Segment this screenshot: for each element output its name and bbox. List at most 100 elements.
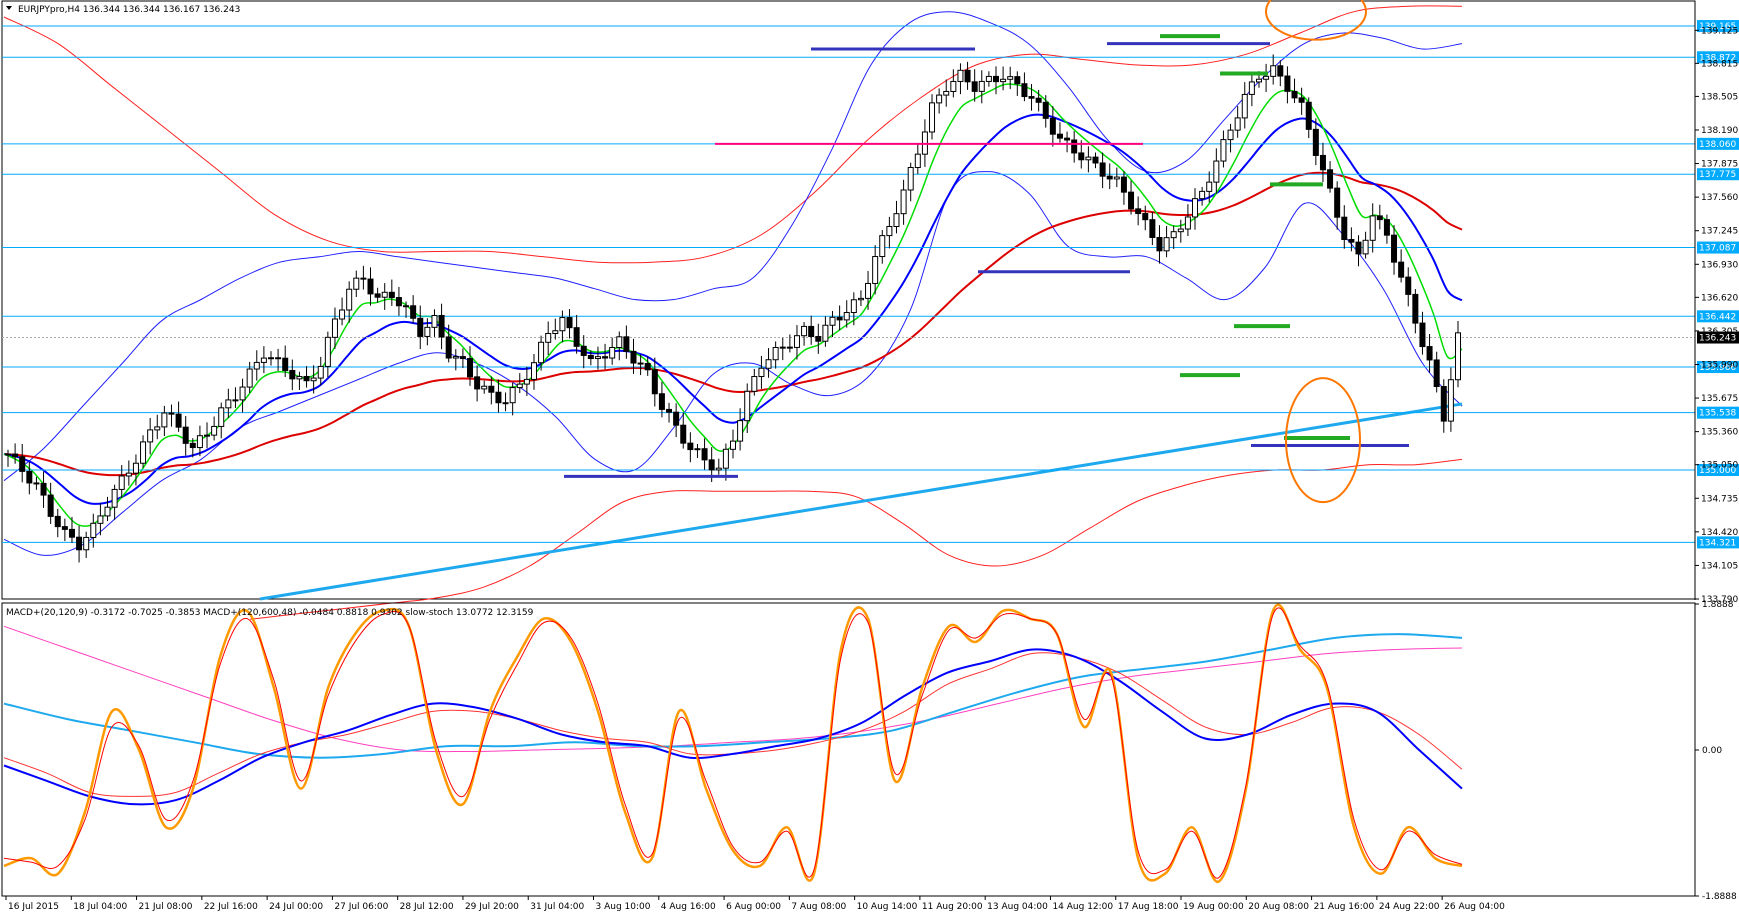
bull-candle xyxy=(516,383,523,389)
bull-candle xyxy=(744,390,751,422)
bear-candle xyxy=(1014,76,1021,85)
bear-candle xyxy=(1106,175,1113,180)
bull-candle xyxy=(346,288,353,311)
bull-candle xyxy=(751,376,758,392)
bull-candle xyxy=(431,314,438,328)
bear-candle xyxy=(374,293,381,298)
bull-candle xyxy=(1184,216,1191,230)
bull-candle xyxy=(886,225,893,237)
bull-candle xyxy=(104,506,111,517)
price-tick-label: 138.505 xyxy=(1701,92,1738,102)
bull-candle xyxy=(1170,231,1177,239)
price-tick-label: 137.560 xyxy=(1701,193,1738,203)
bull-candle xyxy=(125,472,132,477)
bull-candle xyxy=(1263,75,1270,80)
bull-candle xyxy=(154,426,161,431)
price-tick-label: 137.875 xyxy=(1701,160,1738,170)
bull-candle xyxy=(1369,215,1376,241)
macd-signal-line xyxy=(3,652,1463,797)
bear-candle xyxy=(1284,75,1291,92)
bear-candle xyxy=(282,357,289,371)
bollinger-lower-line xyxy=(3,171,1463,556)
bear-candle xyxy=(189,442,196,449)
bear-candle xyxy=(40,482,47,496)
bear-candle xyxy=(1135,208,1142,215)
drawings xyxy=(564,0,1409,504)
bear-candle xyxy=(630,350,637,364)
bear-candle xyxy=(467,358,474,378)
bull-candle xyxy=(914,153,921,168)
bull-candle xyxy=(1227,129,1234,141)
bear-candle xyxy=(1291,90,1298,99)
bull-candle xyxy=(538,341,545,364)
time-tick-label: 19 Aug 00:00 xyxy=(1183,902,1244,912)
bull-candle xyxy=(929,102,936,133)
indicator-header: MACD+(20,120,9) -0.3172 -0.7025 -0.3853 … xyxy=(6,608,534,618)
bear-candle xyxy=(964,69,971,83)
bear-candle xyxy=(708,459,715,471)
ema-slow-line xyxy=(3,171,1463,477)
bear-candle xyxy=(1398,261,1405,278)
bull-candle xyxy=(452,356,459,359)
bear-candle xyxy=(367,278,374,295)
bear-candle xyxy=(573,327,580,347)
time-tick-label: 28 Jul 12:00 xyxy=(400,902,454,912)
bear-candle xyxy=(1334,187,1341,218)
bear-candle xyxy=(360,277,367,280)
bear-candle xyxy=(786,346,793,349)
bear-candle xyxy=(1092,156,1099,164)
level-tag xyxy=(1697,406,1739,419)
bull-candle xyxy=(978,80,985,92)
bear-candle xyxy=(1035,97,1042,103)
bull-candle xyxy=(83,536,90,551)
price-tick-label: 134.735 xyxy=(1701,494,1738,504)
price-tick-label: 135.360 xyxy=(1701,428,1738,438)
bull-candle xyxy=(843,312,850,321)
candles xyxy=(5,54,1461,563)
time-tick-label: 26 Aug 04:00 xyxy=(1444,902,1505,912)
level-tag xyxy=(1697,51,1739,64)
bear-candle xyxy=(474,376,481,390)
bear-candle xyxy=(1071,139,1078,154)
indicator-tick-label: -1.8888 xyxy=(1702,892,1737,902)
bear-candle xyxy=(836,316,843,321)
bear-candle xyxy=(12,453,19,458)
level-tag xyxy=(1697,464,1739,477)
bear-candle xyxy=(580,345,587,356)
bear-candle xyxy=(1156,236,1163,252)
bull-candle xyxy=(97,515,104,524)
dropdown-arrow-icon[interactable] xyxy=(6,6,12,10)
bull-candle xyxy=(239,386,246,401)
bear-candle xyxy=(1355,241,1362,255)
bear-candle xyxy=(1078,152,1085,161)
ema-fast-line xyxy=(3,83,1463,527)
bear-candle xyxy=(1405,276,1412,295)
bear-candle xyxy=(410,305,417,319)
bull-candle xyxy=(161,412,168,428)
last-price-label: 136.243 xyxy=(1699,334,1736,344)
time-tick-label: 31 Jul 04:00 xyxy=(530,902,584,912)
bull-candle xyxy=(253,361,260,370)
main-chart-header: EURJPYpro,H4 136.344 136.344 136.167 136… xyxy=(18,5,240,15)
time-tick-label: 14 Aug 12:00 xyxy=(1052,902,1113,912)
bull-candle xyxy=(1270,65,1277,77)
bear-candle xyxy=(971,81,978,92)
bull-candle xyxy=(1199,190,1206,200)
price-tick-label: 138.815 xyxy=(1701,59,1738,69)
bear-candle xyxy=(1028,96,1035,99)
bear-candle xyxy=(33,482,40,485)
bear-candle xyxy=(992,75,999,83)
bull-candle xyxy=(943,90,950,96)
price-tick-label: 137.245 xyxy=(1701,227,1738,237)
last-price-tag xyxy=(1697,331,1739,344)
bull-candle xyxy=(715,467,722,471)
bull-candle xyxy=(1234,117,1241,131)
bear-candle xyxy=(388,291,395,299)
time-tick-label: 21 Aug 16:00 xyxy=(1314,902,1375,912)
bear-candle xyxy=(459,356,466,360)
level-tag xyxy=(1697,536,1739,549)
bull-candle xyxy=(730,440,736,450)
bull-candle xyxy=(218,407,225,427)
bear-candle xyxy=(47,494,54,517)
indicator-panel: MACD+(20,120,9) -0.3172 -0.7025 -0.3853 … xyxy=(1,600,1737,902)
